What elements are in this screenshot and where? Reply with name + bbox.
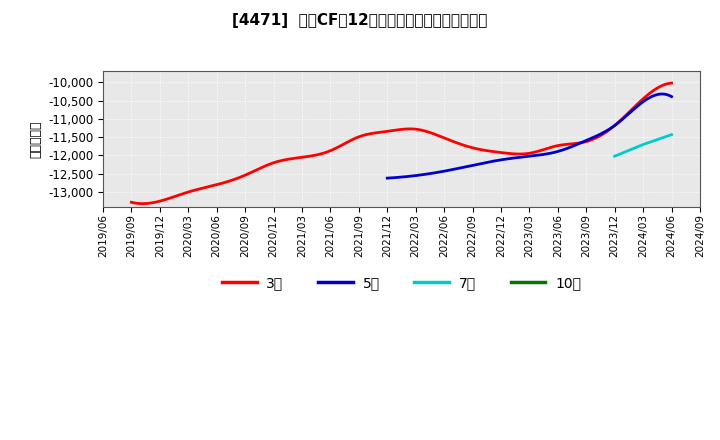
5年 [552, 149, 561, 154]
5年 [623, 113, 631, 118]
5年 [658, 92, 667, 97]
3年 [138, 201, 147, 206]
5年 [557, 148, 566, 153]
3年 [451, 139, 459, 145]
5年 [641, 98, 649, 103]
3年 [584, 138, 593, 143]
5年 [383, 176, 392, 181]
Text: [4471]  投賄CFだ12か月移動合計の平均値の推移: [4471] 投賄CFだ12か月移動合計の平均値の推移 [233, 13, 487, 28]
3年 [449, 139, 457, 144]
Line: 3年: 3年 [131, 83, 672, 204]
Legend: 3年, 5年, 7年, 10年: 3年, 5年, 7年, 10年 [216, 271, 587, 296]
3年 [129, 200, 138, 205]
7年 [611, 154, 619, 159]
5年 [384, 176, 392, 181]
5年 [667, 94, 676, 99]
7年 [667, 132, 676, 137]
3年 [459, 143, 468, 148]
Line: 5年: 5年 [387, 94, 672, 178]
Y-axis label: （百万円）: （百万円） [30, 120, 42, 158]
7年 [639, 142, 647, 147]
3年 [667, 81, 676, 86]
3年 [127, 200, 135, 205]
3年 [618, 116, 627, 121]
Line: 7年: 7年 [615, 135, 672, 156]
5年 [552, 150, 560, 155]
